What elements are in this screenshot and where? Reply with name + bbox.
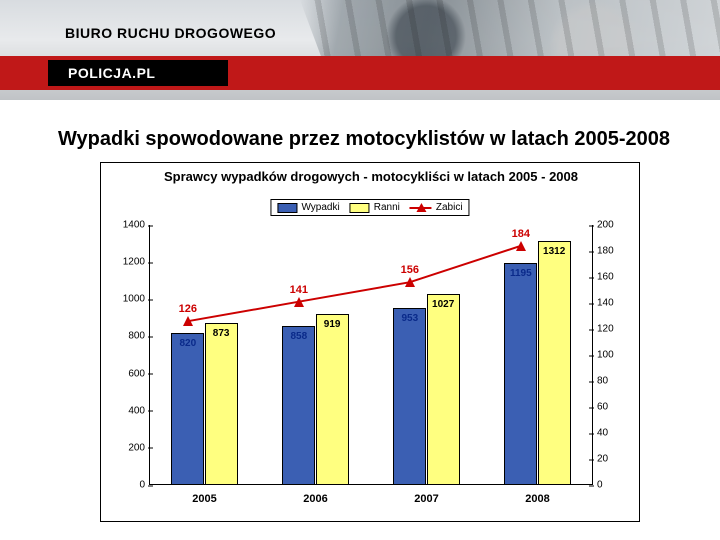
chart-container: Sprawcy wypadków drogowych - motocykliśc… bbox=[100, 162, 640, 522]
label-zabici: 184 bbox=[512, 228, 530, 240]
y1-axis-line bbox=[149, 225, 150, 485]
label-zabici: 156 bbox=[401, 264, 419, 276]
marker-zabici bbox=[516, 241, 526, 251]
x-tick: 2007 bbox=[414, 493, 438, 505]
x-tick: 2005 bbox=[192, 493, 216, 505]
legend-label: Ranni bbox=[374, 202, 400, 213]
legend-item-wypadki: Wypadki bbox=[277, 202, 339, 213]
legend-label: Wypadki bbox=[301, 202, 339, 213]
bar-label-wypadki: 953 bbox=[394, 313, 425, 324]
y2-tick: 160 bbox=[597, 272, 633, 283]
label-zabici: 141 bbox=[290, 284, 308, 296]
chart-title: Sprawcy wypadków drogowych - motocykliśc… bbox=[101, 169, 640, 184]
bar-label-wypadki: 858 bbox=[283, 331, 314, 342]
bar-label-wypadki: 1195 bbox=[505, 268, 536, 279]
bar-label-ranni: 919 bbox=[317, 319, 348, 330]
legend-item-ranni: Ranni bbox=[350, 202, 400, 213]
y1-tick: 200 bbox=[109, 442, 145, 453]
marker-zabici bbox=[183, 316, 193, 326]
y1-tick: 1200 bbox=[109, 257, 145, 268]
y1-tick: 0 bbox=[109, 480, 145, 491]
chart-legend: Wypadki Ranni Zabici bbox=[270, 199, 469, 216]
y2-tick: 140 bbox=[597, 298, 633, 309]
bar-wypadki: 858 bbox=[282, 326, 315, 485]
brand-label: POLICJA.PL bbox=[68, 65, 155, 81]
y2-tick: 20 bbox=[597, 454, 633, 465]
bar-label-wypadki: 820 bbox=[172, 338, 203, 349]
marker-zabici bbox=[294, 297, 304, 307]
y2-tick: 80 bbox=[597, 376, 633, 387]
y2-tick: 60 bbox=[597, 402, 633, 413]
red-band-lip bbox=[0, 56, 48, 90]
legend-swatch-wypadki bbox=[277, 203, 297, 213]
y1-tick: 800 bbox=[109, 331, 145, 342]
bar-ranni: 873 bbox=[205, 323, 238, 485]
bar-label-ranni: 873 bbox=[206, 328, 237, 339]
bar-label-ranni: 1027 bbox=[428, 299, 459, 310]
y2-tick: 100 bbox=[597, 350, 633, 361]
legend-line-zabici bbox=[410, 207, 432, 209]
bar-wypadki: 953 bbox=[393, 308, 426, 485]
legend-label: Zabici bbox=[436, 202, 463, 213]
bar-ranni: 1312 bbox=[538, 241, 571, 485]
slide-header: BIURO RUCHU DROGOWEGO POLICJA.PL bbox=[0, 0, 720, 100]
legend-swatch-ranni bbox=[350, 203, 370, 213]
y2-tick: 200 bbox=[597, 220, 633, 231]
y1-tick: 1000 bbox=[109, 294, 145, 305]
department-label: BIURO RUCHU DROGOWEGO bbox=[65, 25, 276, 41]
x-tick: 2006 bbox=[303, 493, 327, 505]
legend-item-zabici: Zabici bbox=[410, 202, 463, 213]
brand-strip: POLICJA.PL bbox=[48, 60, 228, 86]
slide-title: Wypadki spowodowane przez motocyklistów … bbox=[58, 128, 670, 151]
y2-tick: 40 bbox=[597, 428, 633, 439]
bar-ranni: 1027 bbox=[427, 294, 460, 485]
x-tick: 2008 bbox=[525, 493, 549, 505]
marker-zabici bbox=[405, 277, 415, 287]
bar-ranni: 919 bbox=[316, 314, 349, 485]
y2-tick: 0 bbox=[597, 480, 633, 491]
y1-tick: 600 bbox=[109, 368, 145, 379]
y2-tick: 180 bbox=[597, 246, 633, 257]
bar-wypadki: 820 bbox=[171, 333, 204, 485]
y1-tick: 1400 bbox=[109, 220, 145, 231]
bar-label-ranni: 1312 bbox=[539, 246, 570, 257]
label-zabici: 126 bbox=[179, 303, 197, 315]
y1-tick: 400 bbox=[109, 405, 145, 416]
bar-wypadki: 1195 bbox=[504, 263, 537, 485]
chart-plot-area: 0200400600800100012001400020406080100120… bbox=[149, 225, 593, 485]
y2-tick: 120 bbox=[597, 324, 633, 335]
